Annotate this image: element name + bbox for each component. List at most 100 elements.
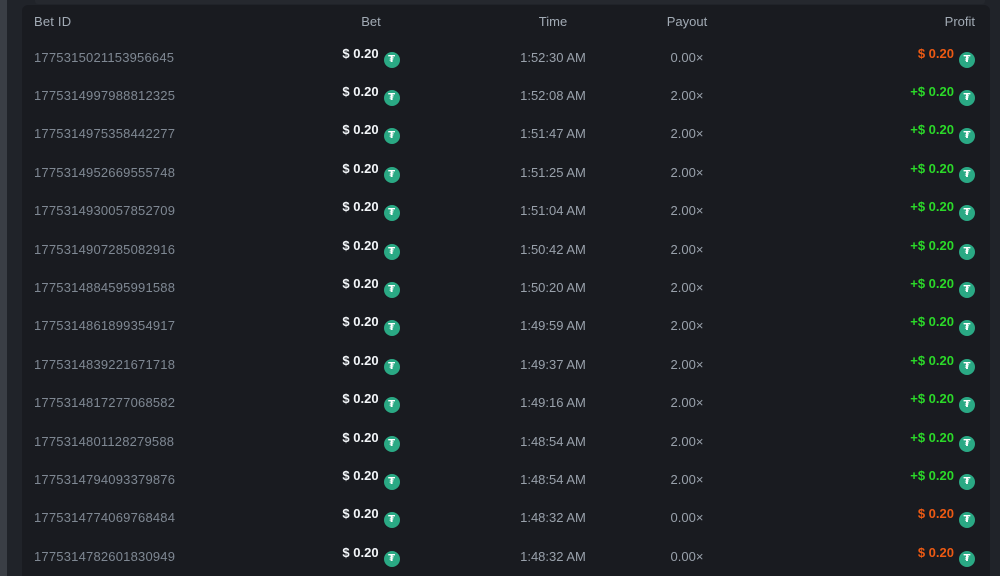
table-row[interactable]: 1775314997988812325 $ 0.20 ₮ 1:52:08 AM 2… [22, 76, 990, 114]
tether-icon: ₮ [383, 243, 400, 260]
bet-profit: +$ 0.20 [910, 199, 954, 215]
tether-icon: ₮ [383, 358, 400, 375]
bet-amount-cell: $ 0.20 ₮ [263, 354, 479, 375]
bet-id[interactable]: 1775314975358442277 [34, 126, 176, 142]
bet-profit: +$ 0.20 [910, 429, 954, 445]
table-row[interactable]: 1775315021153956645 $ 0.20 ₮ 1:52:30 AM 0… [22, 38, 990, 76]
tether-icon: ₮ [383, 282, 400, 299]
bet-time: 1:52:08 AM [520, 88, 586, 104]
bet-time: 1:48:54 AM [520, 471, 586, 487]
bet-payout: 2.00× [670, 203, 704, 219]
bet-amount-cell: $ 0.20 ₮ [263, 314, 479, 337]
bet-amount: $ 0.20 [342, 160, 379, 176]
bet-profit: +$ 0.20 [910, 467, 954, 483]
bet-id[interactable]: 1775314930057852709 [34, 203, 176, 219]
bet-amount: $ 0.20 [342, 122, 379, 138]
tether-icon: ₮ [959, 473, 975, 490]
bet-id[interactable]: 1775315021153956645 [34, 49, 175, 65]
bet-id[interactable]: 1775314861899354917 [34, 318, 176, 334]
bet-amount-cell: $ 0.20 ₮ [263, 469, 479, 490]
bet-amount-cell: $ 0.20 ₮ [263, 546, 479, 567]
bet-profit-cell: +$ 0.20 ₮ [747, 85, 990, 107]
bet-payout: 2.00× [670, 241, 704, 257]
tether-icon: ₮ [383, 320, 400, 337]
bet-id[interactable]: 1775314794093379876 [34, 471, 176, 487]
bet-time: 1:48:32 AM [520, 548, 586, 564]
bet-payout: 2.00× [670, 88, 704, 104]
tether-icon: ₮ [959, 512, 975, 529]
bet-time: 1:49:16 AM [520, 395, 586, 411]
bet-history-table: Bet ID Bet Time Payout Profit 1775315021… [22, 5, 990, 576]
bet-time: 1:48:32 AM [520, 510, 586, 526]
table-row[interactable]: 1775314975358442277 $ 0.20 ₮ 1:51:47 AM 2… [22, 115, 990, 153]
bet-amount: $ 0.20 [342, 352, 379, 368]
bet-payout: 2.00× [670, 318, 704, 334]
tether-icon: ₮ [383, 397, 400, 414]
bet-amount-cell: $ 0.20 ₮ [263, 431, 479, 452]
tether-icon: ₮ [383, 205, 400, 222]
bet-id[interactable]: 1775314817277068582 [34, 395, 176, 411]
table-row[interactable]: 1775314861899354917 $ 0.20 ₮ 1:49:59 AM 2… [22, 307, 990, 345]
bet-payout: 2.00× [670, 471, 704, 487]
left-edge-strip [0, 0, 7, 576]
bet-payout: 0.00× [670, 49, 704, 65]
bet-payout: 2.00× [670, 126, 704, 142]
bet-amount: $ 0.20 [342, 506, 379, 522]
bet-id[interactable]: 1775314884595991588 [34, 280, 176, 296]
column-header-bet: Bet [361, 14, 381, 29]
bet-payout: 2.00× [670, 356, 704, 372]
tether-icon: ₮ [959, 243, 975, 260]
bet-amount-cell: $ 0.20 ₮ [263, 391, 479, 414]
tether-icon: ₮ [959, 397, 975, 414]
bet-amount-cell: $ 0.20 ₮ [263, 85, 479, 107]
bet-id[interactable]: 1775314952669555748 [34, 164, 176, 180]
bet-profit-cell: +$ 0.20 ₮ [747, 162, 990, 183]
bet-profit-cell: +$ 0.20 ₮ [747, 199, 990, 222]
tether-icon: ₮ [383, 512, 400, 529]
bet-payout: 0.00× [670, 510, 704, 526]
bet-amount: $ 0.20 [342, 467, 379, 483]
table-row[interactable]: 1775314907285082916 $ 0.20 ₮ 1:50:42 AM 2… [22, 230, 990, 268]
table-row[interactable]: 1775314884595991588 $ 0.20 ₮ 1:50:20 AM 2… [22, 268, 990, 306]
bet-amount: $ 0.20 [342, 314, 379, 330]
bet-profit-cell: $ 0.20 ₮ [747, 546, 990, 567]
bet-profit-cell: $ 0.20 ₮ [747, 47, 990, 68]
table-row[interactable]: 1775314794093379876 $ 0.20 ₮ 1:48:54 AM 2… [22, 460, 990, 498]
bet-profit: +$ 0.20 [910, 276, 954, 292]
bet-payout: 0.00× [670, 548, 704, 564]
table-row[interactable]: 1775314930057852709 $ 0.20 ₮ 1:51:04 AM 2… [22, 192, 990, 230]
table-row[interactable]: 1775314839221671718 $ 0.20 ₮ 1:49:37 AM 2… [22, 345, 990, 383]
bet-profit: +$ 0.20 [910, 352, 954, 368]
table-row[interactable]: 1775314782601830949 $ 0.20 ₮ 1:48:32 AM 0… [22, 537, 990, 575]
bet-id[interactable]: 1775314907285082916 [34, 241, 176, 257]
bet-id[interactable]: 1775314774069768484 [34, 510, 176, 526]
bet-amount: $ 0.20 [342, 391, 379, 407]
tether-icon: ₮ [959, 90, 975, 107]
column-header-payout: Payout [666, 14, 708, 29]
bet-time: 1:52:30 AM [520, 49, 586, 65]
bet-profit-cell: +$ 0.20 ₮ [747, 314, 990, 337]
bet-time: 1:50:42 AM [520, 241, 586, 257]
bet-amount-cell: $ 0.20 ₮ [263, 239, 479, 260]
bet-profit: +$ 0.20 [910, 237, 954, 253]
bet-amount: $ 0.20 [342, 544, 379, 560]
table-row[interactable]: 1775314774069768484 $ 0.20 ₮ 1:48:32 AM 0… [22, 499, 990, 537]
table-row[interactable]: 1775314817277068582 $ 0.20 ₮ 1:49:16 AM 2… [22, 384, 990, 422]
table-row[interactable]: 1775314801128279588 $ 0.20 ₮ 1:48:54 AM 2… [22, 422, 990, 460]
bet-id[interactable]: 1775314782601830949 [34, 548, 176, 564]
bet-amount-cell: $ 0.20 ₮ [263, 162, 479, 183]
bet-profit: $ 0.20 [917, 506, 954, 522]
bet-amount: $ 0.20 [342, 199, 379, 215]
table-row[interactable]: 1775314952669555748 $ 0.20 ₮ 1:51:25 AM 2… [22, 153, 990, 191]
bet-profit-cell: $ 0.20 ₮ [747, 506, 990, 529]
bet-profit: +$ 0.20 [910, 314, 954, 330]
bet-profit: $ 0.20 [917, 45, 954, 61]
bet-profit: $ 0.20 [917, 544, 954, 560]
bet-payout: 2.00× [670, 395, 704, 411]
bet-id[interactable]: 1775314839221671718 [34, 356, 176, 372]
bet-amount-cell: $ 0.20 ₮ [263, 199, 479, 222]
bet-profit-cell: +$ 0.20 ₮ [747, 431, 990, 452]
bet-payout: 2.00× [670, 433, 704, 449]
bet-id[interactable]: 1775314801128279588 [34, 433, 175, 449]
bet-id[interactable]: 1775314997988812325 [34, 88, 176, 104]
